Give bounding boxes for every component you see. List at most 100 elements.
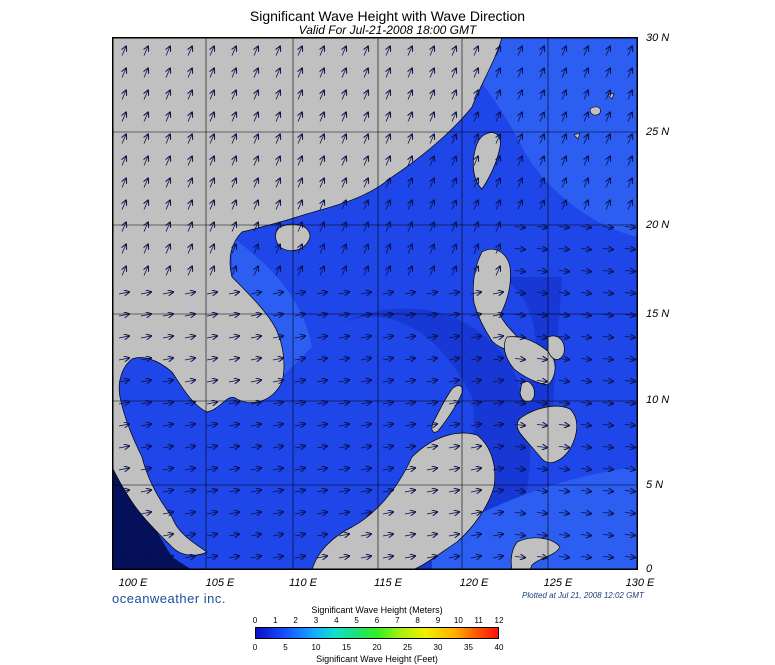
- wave-arrow: [404, 358, 415, 360]
- wave-arrow: [118, 534, 129, 536]
- wave-arrow: [122, 135, 126, 144]
- wave-arrow: [294, 402, 305, 404]
- wave-arrow: [364, 69, 368, 78]
- wave-arrow: [496, 47, 500, 56]
- brand-logo-text: oceanweather inc.: [112, 591, 227, 606]
- wave-arrow: [448, 314, 459, 316]
- wave-arrow: [364, 179, 368, 188]
- wave-arrow: [448, 490, 459, 492]
- lat-label-10n: 10 N: [646, 394, 670, 406]
- wave-arrow: [624, 535, 635, 536]
- wave-arrow: [250, 336, 261, 338]
- lon-label-125e: 125 E: [543, 577, 573, 589]
- wave-arrow: [430, 157, 434, 166]
- wave-arrow: [386, 69, 390, 78]
- wave-arrow: [338, 446, 349, 448]
- wave-arrow: [386, 91, 390, 100]
- wave-arrow: [316, 534, 327, 536]
- wave-arrow: [364, 223, 368, 232]
- meter-tick-4: 4: [334, 616, 339, 625]
- wave-arrow: [232, 91, 236, 100]
- wave-arrow: [628, 47, 632, 56]
- wave-arrow: [448, 446, 459, 448]
- wave-arrow: [470, 358, 481, 360]
- wave-arrow: [360, 512, 371, 514]
- wave-arrow: [298, 179, 302, 188]
- wave-arrow: [276, 91, 280, 100]
- wave-arrow: [166, 47, 170, 56]
- wave-arrow: [536, 447, 547, 448]
- wave-arrow: [338, 556, 349, 558]
- wave-arrow: [144, 47, 148, 56]
- wave-arrow: [602, 271, 613, 272]
- wave-arrow: [628, 201, 632, 210]
- wave-arrow: [320, 69, 324, 78]
- wave-arrow: [606, 91, 610, 100]
- wave-arrow: [228, 402, 239, 404]
- wave-arrow: [206, 490, 217, 492]
- wave-arrow: [496, 245, 500, 254]
- wave-arrow: [470, 314, 481, 316]
- wave-arrow: [558, 469, 569, 470]
- wave-arrow: [210, 135, 214, 144]
- wave-arrow: [514, 513, 525, 514]
- wave-arrow: [492, 336, 503, 338]
- wave-arrow: [140, 336, 151, 338]
- wave-arrow: [584, 135, 588, 144]
- lon-label-100e: 100 E: [118, 577, 148, 589]
- wave-arrow: [514, 469, 525, 470]
- wave-arrow: [320, 113, 324, 122]
- wave-arrow: [140, 380, 151, 382]
- wave-arrow: [162, 380, 173, 382]
- wave-arrow: [276, 47, 280, 56]
- wave-arrow: [364, 91, 368, 100]
- wave-arrow: [254, 157, 258, 166]
- wave-arrow: [276, 179, 280, 188]
- wave-arrow: [382, 402, 393, 404]
- wave-arrow: [580, 403, 591, 404]
- wave-arrow: [298, 47, 302, 56]
- wave-arrow: [342, 245, 346, 254]
- wave-arrow: [342, 179, 346, 188]
- lon-label-105e: 105 E: [205, 577, 235, 589]
- wave-arrow: [276, 201, 280, 210]
- wave-arrow: [602, 513, 613, 514]
- wave-arrow: [580, 535, 591, 536]
- colorbar-title-feet: Significant Wave Height (Feet): [316, 654, 438, 664]
- wave-arrow: [514, 491, 525, 492]
- wave-arrow: [540, 47, 544, 56]
- wave-arrow: [294, 380, 305, 382]
- wave-arrow: [426, 358, 437, 360]
- wave-arrow: [228, 424, 239, 426]
- wave-arrow: [386, 157, 390, 166]
- wave-arrow: [250, 314, 261, 316]
- wave-arrow: [254, 91, 258, 100]
- wave-arrow: [602, 293, 613, 294]
- wave-arrow: [184, 446, 195, 448]
- wave-arrow: [492, 490, 503, 492]
- wave-arrow: [470, 292, 481, 294]
- feet-tick-0: 0: [252, 643, 258, 652]
- wave-arrow: [294, 336, 305, 338]
- wave-arrow: [602, 403, 613, 404]
- wave-arrow: [232, 267, 236, 276]
- lon-label-120e: 120 E: [459, 577, 489, 589]
- wave-arrow: [562, 157, 566, 166]
- wave-arrow: [558, 447, 569, 448]
- wave-arrow: [404, 314, 415, 316]
- wave-arrow: [122, 47, 126, 56]
- wave-arrow: [580, 425, 591, 426]
- wave-arrow: [602, 249, 613, 250]
- wave-arrow: [188, 179, 192, 188]
- wave-arrow: [448, 534, 459, 536]
- wave-arrow: [184, 490, 195, 492]
- wave-arrow: [426, 380, 437, 382]
- meter-tick-7: 7: [395, 616, 400, 625]
- wave-arrow: [562, 69, 566, 78]
- wave-arrow: [272, 402, 283, 404]
- wave-arrow: [162, 314, 173, 316]
- wave-arrow: [122, 179, 126, 188]
- wave-arrow: [492, 446, 503, 448]
- wave-arrow: [320, 91, 324, 100]
- wave-arrow: [162, 490, 173, 492]
